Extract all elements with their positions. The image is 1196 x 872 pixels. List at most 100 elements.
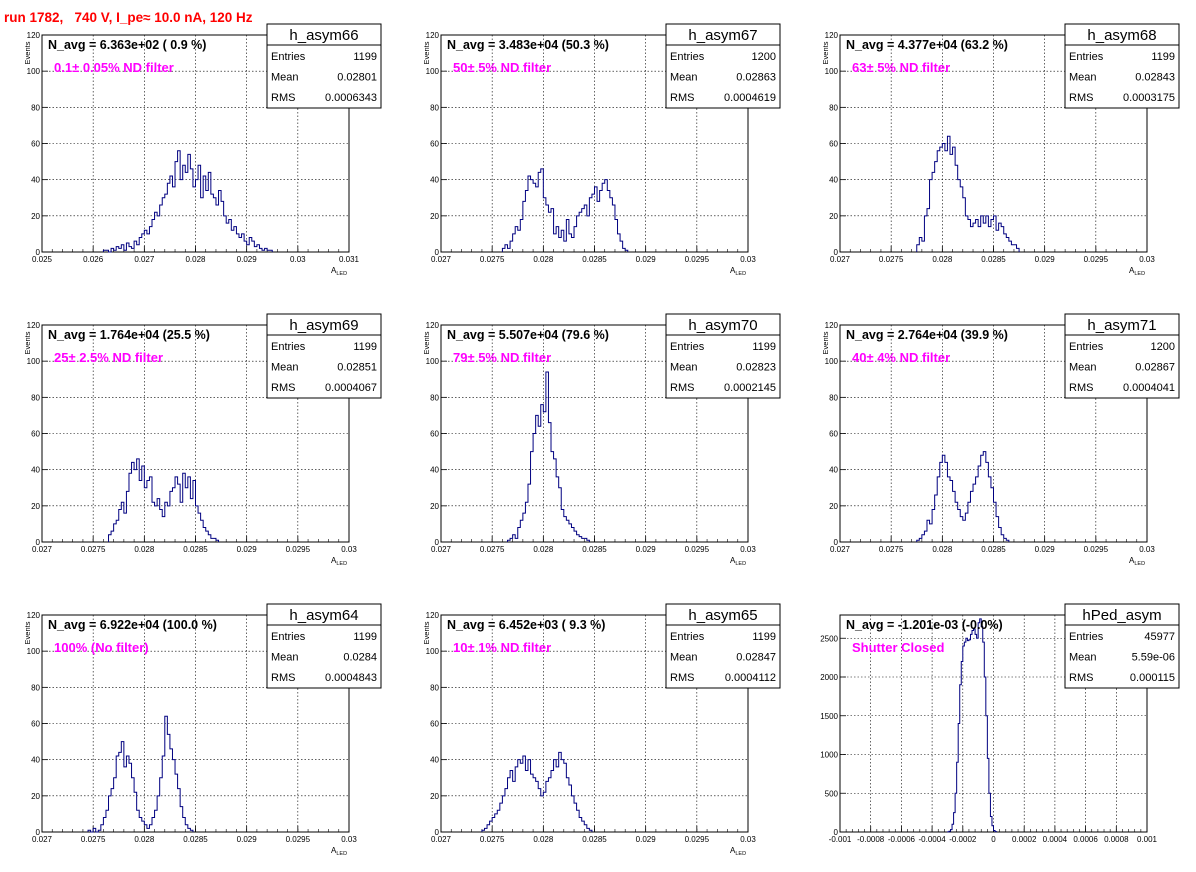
y-tick-label: 60 xyxy=(430,430,439,439)
y-tick-label: 500 xyxy=(825,789,839,798)
y-axis-title: Events xyxy=(422,331,431,354)
x-tick-label: 0.027 xyxy=(431,835,452,844)
histogram-line xyxy=(946,618,998,833)
navg-label: N_avg = 1.764e+04 (25.5 %) xyxy=(48,328,210,342)
x-tick-label: 0.027 xyxy=(431,255,452,264)
x-tick-label: 0.0004 xyxy=(1043,835,1068,844)
navg-label: N_avg = 6.452e+03 ( 9.3 %) xyxy=(447,618,605,632)
x-tick-label: 0.028 xyxy=(932,545,953,554)
stats-key: Entries xyxy=(271,51,306,63)
stats-key: Entries xyxy=(670,51,705,63)
y-tick-label: 0 xyxy=(435,248,440,257)
y-tick-label: 80 xyxy=(829,393,838,402)
y-tick-label: 60 xyxy=(31,430,40,439)
x-tick-label: 0.001 xyxy=(1137,835,1158,844)
x-tick-label: 0.03 xyxy=(341,545,357,554)
stats-value: 0.02867 xyxy=(1135,362,1175,374)
stats-box xyxy=(266,603,382,689)
x-tick-label: 0.0285 xyxy=(582,255,607,264)
y-axis-title: Events xyxy=(422,41,431,64)
y-tick-label: 0 xyxy=(36,828,41,837)
y-tick-label: 60 xyxy=(829,430,838,439)
y-tick-label: 60 xyxy=(31,720,40,729)
stats-box xyxy=(1064,23,1180,109)
x-tick-label: 0.028 xyxy=(533,835,554,844)
stats-key: Entries xyxy=(1069,51,1104,63)
x-tick-label: 0.03 xyxy=(740,255,756,264)
x-tick-label: 0.027 xyxy=(830,545,851,554)
x-tick-label: 0.026 xyxy=(83,255,104,264)
navg-label: N_avg = 4.377e+04 (63.2 %) xyxy=(846,38,1008,52)
stats-key: Mean xyxy=(271,652,299,664)
filter-label: Shutter Closed xyxy=(852,640,945,655)
y-tick-label: 60 xyxy=(31,140,40,149)
y-tick-label: 0 xyxy=(834,828,839,837)
y-tick-label: 80 xyxy=(430,683,439,692)
filter-label: 50± 5% ND filter xyxy=(453,60,551,75)
x-tick-label: 0.029 xyxy=(636,545,657,554)
y-tick-label: 100 xyxy=(426,357,440,366)
stats-value: 0.02843 xyxy=(1135,72,1175,84)
stats-key: Entries xyxy=(271,631,306,643)
y-tick-label: 0 xyxy=(36,538,41,547)
stats-key: Mean xyxy=(271,72,299,84)
filter-label: 25± 2.5% ND filter xyxy=(54,350,163,365)
stats-value: 0.0004067 xyxy=(325,382,377,394)
y-axis-title: Events xyxy=(23,331,32,354)
x-tick-label: 0.0275 xyxy=(81,835,106,844)
x-tick-label: 0.0285 xyxy=(183,835,208,844)
x-tick-label: 0.03 xyxy=(1139,255,1155,264)
y-tick-label: 0 xyxy=(435,828,440,837)
x-tick-label: 0.0295 xyxy=(286,545,311,554)
x-tick-label: 0.028 xyxy=(932,255,953,264)
stats-key: Mean xyxy=(271,362,299,374)
x-tick-label: 0.0295 xyxy=(1084,255,1109,264)
x-axis-title: ALED xyxy=(331,846,347,857)
histogram-line xyxy=(87,715,194,833)
y-tick-label: 80 xyxy=(430,393,439,402)
y-tick-label: 1500 xyxy=(820,712,838,721)
y-tick-label: 60 xyxy=(430,720,439,729)
histogram-panel-h_asym67: 0.027 0.0275 0.028 0.0285 0.029 0.0295 0.03 0 20… xyxy=(422,23,781,277)
stats-key: Entries xyxy=(1069,341,1104,353)
y-tick-label: 80 xyxy=(31,103,40,112)
x-tick-label: 0.028 xyxy=(185,255,206,264)
stats-value: 1199 xyxy=(752,631,776,643)
y-tick-label: 20 xyxy=(31,502,40,511)
histogram-name: h_asym64 xyxy=(289,607,358,624)
stats-value: 0.0004843 xyxy=(325,672,377,684)
x-tick-label: 0.0275 xyxy=(480,835,505,844)
x-tick-label: 0.029 xyxy=(237,255,258,264)
x-tick-label: 0.029 xyxy=(636,255,657,264)
y-tick-label: 100 xyxy=(27,357,41,366)
stats-box xyxy=(266,313,382,399)
filter-label: 10± 1% ND filter xyxy=(453,640,551,655)
x-tick-label: 0.027 xyxy=(32,835,53,844)
y-tick-label: 120 xyxy=(426,31,440,40)
stats-value: 0.0002145 xyxy=(724,382,776,394)
stats-value: 45977 xyxy=(1144,631,1175,643)
stats-value: 1199 xyxy=(1151,51,1175,63)
x-tick-label: 0.027 xyxy=(431,545,452,554)
y-tick-label: 80 xyxy=(829,103,838,112)
stats-value: 1200 xyxy=(1151,341,1175,353)
x-tick-label: 0 xyxy=(991,835,996,844)
stats-value: 1200 xyxy=(752,51,776,63)
x-tick-label: -0.0004 xyxy=(919,835,947,844)
stats-value: 0.02801 xyxy=(337,72,377,84)
stats-value: 5.59e-06 xyxy=(1132,652,1175,664)
y-tick-label: 120 xyxy=(825,321,839,330)
x-tick-label: 0.0295 xyxy=(1084,545,1109,554)
filter-label: 0.1± 0.05% ND filter xyxy=(54,60,174,75)
y-tick-label: 2500 xyxy=(820,634,838,643)
x-tick-label: 0.03 xyxy=(290,255,306,264)
x-tick-label: -0.001 xyxy=(829,835,852,844)
y-tick-label: 60 xyxy=(829,140,838,149)
y-tick-label: 120 xyxy=(825,31,839,40)
histogram-line xyxy=(481,751,593,832)
stats-key: RMS xyxy=(670,382,694,394)
y-tick-label: 120 xyxy=(27,611,41,620)
y-tick-label: 100 xyxy=(426,67,440,76)
stats-value: 0.02823 xyxy=(736,362,776,374)
stats-value: 0.0284 xyxy=(343,652,377,664)
